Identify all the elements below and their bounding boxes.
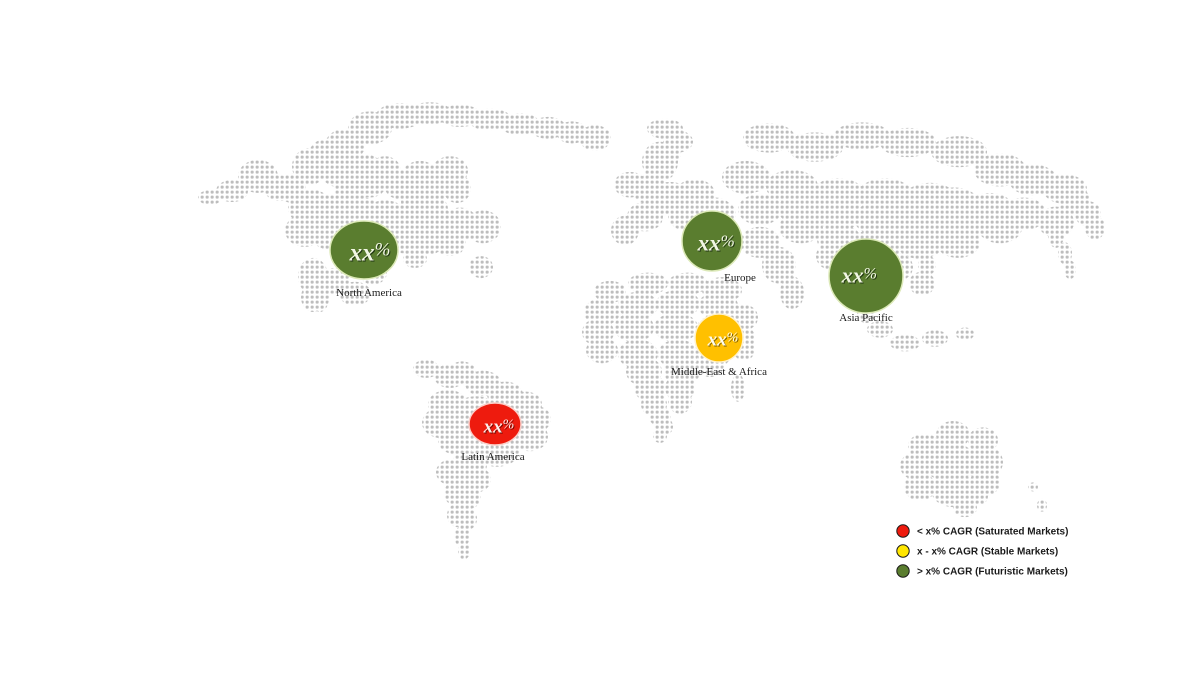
svg-text:< x% CAGR (Saturated Markets): < x% CAGR (Saturated Markets) [917, 527, 1068, 538]
svg-text:Europe: Europe [724, 272, 756, 284]
svg-text:Asia Pacific: Asia Pacific [839, 312, 893, 324]
svg-text:> x% CAGR (Futuristic Markets): > x% CAGR (Futuristic Markets) [917, 567, 1068, 578]
svg-text:North America: North America [336, 287, 402, 299]
svg-text:Middle-East & Africa: Middle-East & Africa [671, 366, 767, 378]
svg-text:x - x% CAGR (Stable Markets): x - x% CAGR (Stable Markets) [917, 547, 1058, 558]
svg-text:Latin America: Latin America [461, 451, 524, 463]
